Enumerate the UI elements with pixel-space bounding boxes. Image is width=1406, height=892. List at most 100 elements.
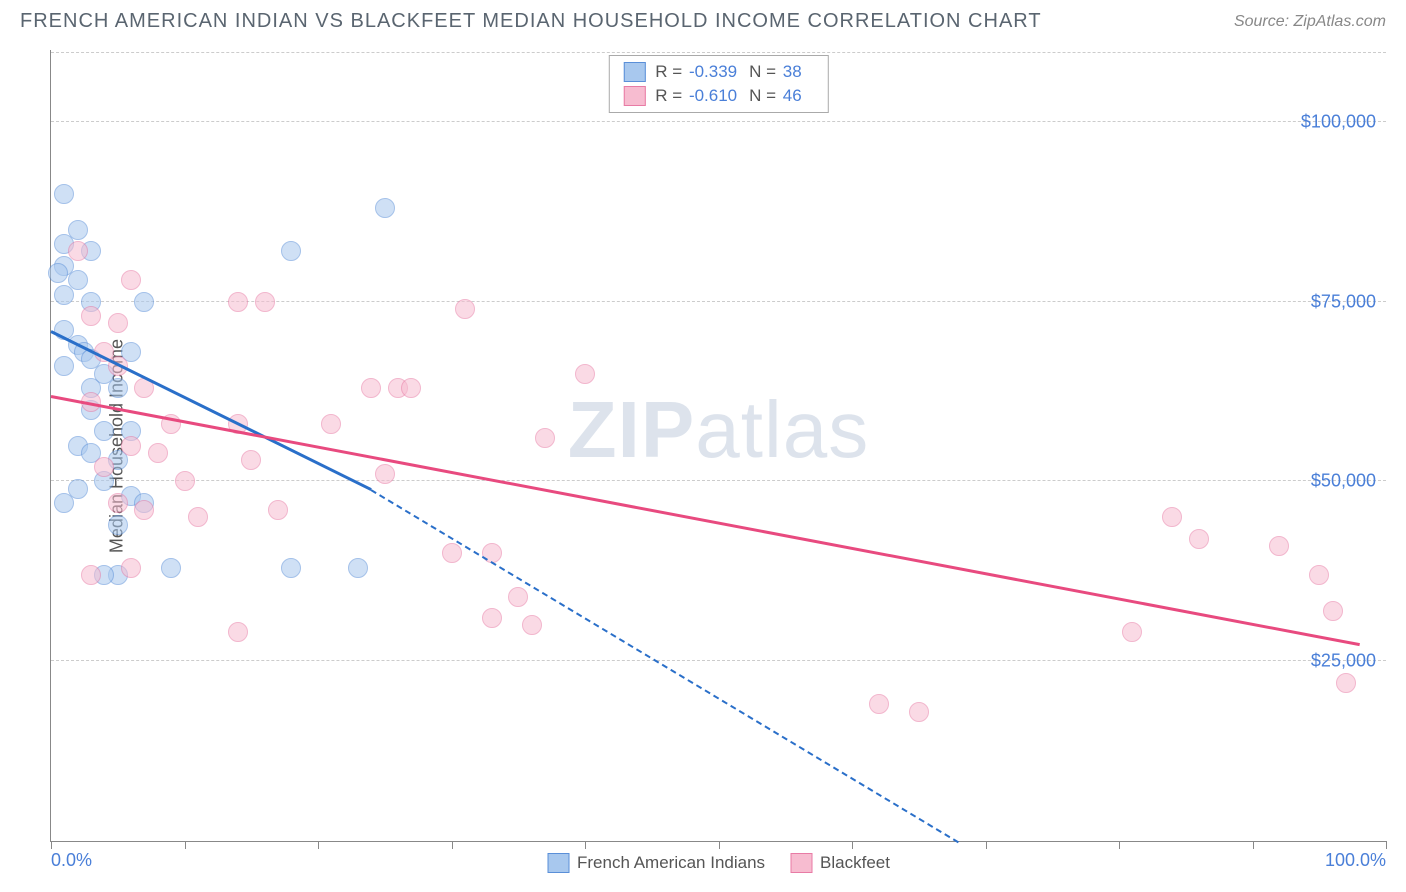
trend-line-extrapolated	[371, 489, 959, 843]
scatter-point	[134, 292, 154, 312]
scatter-point	[81, 306, 101, 326]
legend-item: Blackfeet	[790, 853, 890, 873]
scatter-point	[161, 558, 181, 578]
scatter-point	[54, 493, 74, 513]
scatter-point	[108, 493, 128, 513]
y-tick-label: $100,000	[1301, 111, 1376, 132]
legend-swatch-icon	[623, 86, 645, 106]
legend-label: French American Indians	[577, 853, 765, 873]
chart-source: Source: ZipAtlas.com	[1234, 13, 1386, 31]
scatter-point	[321, 414, 341, 434]
legend-label: Blackfeet	[820, 853, 890, 873]
scatter-point	[68, 241, 88, 261]
y-tick-label: $50,000	[1311, 471, 1376, 492]
stat-n-value: 38	[783, 62, 802, 81]
scatter-point	[121, 558, 141, 578]
scatter-point	[134, 500, 154, 520]
scatter-point	[228, 622, 248, 642]
scatter-point	[1309, 565, 1329, 585]
legend-bottom: French American Indians Blackfeet	[547, 853, 890, 873]
scatter-point	[108, 313, 128, 333]
scatter-point	[482, 608, 502, 628]
scatter-point	[1189, 529, 1209, 549]
stat-label: N =	[749, 86, 781, 105]
scatter-point	[575, 364, 595, 384]
scatter-point	[442, 543, 462, 563]
scatter-point	[94, 457, 114, 477]
scatter-point	[121, 270, 141, 290]
x-tick	[318, 841, 319, 849]
scatter-point	[121, 436, 141, 456]
x-axis-min-label: 0.0%	[51, 850, 92, 871]
x-tick	[452, 841, 453, 849]
gridline	[51, 660, 1386, 661]
legend-row: R = -0.339 N = 38	[623, 60, 813, 84]
x-tick	[1119, 841, 1120, 849]
legend-swatch-icon	[790, 853, 812, 873]
scatter-point	[348, 558, 368, 578]
scatter-point	[148, 443, 168, 463]
scatter-point	[54, 356, 74, 376]
scatter-point	[375, 198, 395, 218]
scatter-point	[108, 378, 128, 398]
scatter-point	[228, 292, 248, 312]
stat-r-value: -0.339	[689, 62, 737, 81]
scatter-point	[375, 464, 395, 484]
x-tick	[1386, 841, 1387, 849]
stat-label: R =	[655, 86, 687, 105]
chart-title: FRENCH AMERICAN INDIAN VS BLACKFEET MEDI…	[20, 10, 1042, 33]
scatter-point	[281, 558, 301, 578]
scatter-point	[108, 515, 128, 535]
scatter-point	[255, 292, 275, 312]
y-tick-label: $75,000	[1311, 291, 1376, 312]
scatter-point	[522, 615, 542, 635]
x-tick	[585, 841, 586, 849]
scatter-point	[54, 184, 74, 204]
scatter-point	[869, 694, 889, 714]
scatter-point	[455, 299, 475, 319]
chart-header: FRENCH AMERICAN INDIAN VS BLACKFEET MEDI…	[0, 0, 1406, 38]
legend-stats-box: R = -0.339 N = 38 R = -0.610 N = 46	[608, 55, 828, 113]
scatter-point	[401, 378, 421, 398]
scatter-point	[1122, 622, 1142, 642]
scatter-point	[361, 378, 381, 398]
gridline	[51, 52, 1386, 53]
legend-swatch-icon	[547, 853, 569, 873]
scatter-point	[508, 587, 528, 607]
x-tick	[986, 841, 987, 849]
legend-swatch-icon	[623, 62, 645, 82]
x-tick	[1253, 841, 1254, 849]
x-tick	[51, 841, 52, 849]
legend-row: R = -0.610 N = 46	[623, 84, 813, 108]
scatter-point	[1336, 673, 1356, 693]
y-tick-label: $25,000	[1311, 651, 1376, 672]
chart-plot-area: ZIPatlas R = -0.339 N = 38 R = -0.610 N = …	[50, 50, 1386, 842]
gridline	[51, 480, 1386, 481]
scatter-point	[281, 241, 301, 261]
scatter-point	[241, 450, 261, 470]
scatter-point	[54, 285, 74, 305]
stat-label: R =	[655, 62, 687, 81]
x-tick	[719, 841, 720, 849]
scatter-point	[94, 421, 114, 441]
x-tick	[852, 841, 853, 849]
x-axis-max-label: 100.0%	[1325, 850, 1386, 871]
scatter-point	[48, 263, 68, 283]
scatter-point	[1162, 507, 1182, 527]
scatter-point	[175, 471, 195, 491]
stat-label: N =	[749, 62, 781, 81]
scatter-point	[1269, 536, 1289, 556]
scatter-point	[268, 500, 288, 520]
watermark: ZIPatlas	[568, 384, 869, 476]
stat-n-value: 46	[783, 86, 802, 105]
gridline	[51, 121, 1386, 122]
legend-item: French American Indians	[547, 853, 765, 873]
stat-r-value: -0.610	[689, 86, 737, 105]
scatter-point	[1323, 601, 1343, 621]
scatter-point	[81, 565, 101, 585]
scatter-point	[535, 428, 555, 448]
x-tick	[185, 841, 186, 849]
scatter-point	[188, 507, 208, 527]
gridline	[51, 301, 1386, 302]
scatter-point	[909, 702, 929, 722]
